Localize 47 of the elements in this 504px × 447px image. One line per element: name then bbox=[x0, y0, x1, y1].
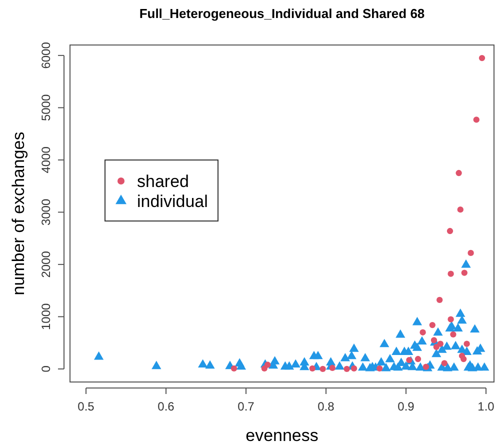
point bbox=[441, 360, 448, 366]
point bbox=[448, 270, 454, 277]
point bbox=[450, 331, 456, 338]
x-tick-label: 0.6 bbox=[158, 400, 175, 414]
y-tick-label: 2000 bbox=[39, 250, 53, 278]
y-tick-label: 6000 bbox=[39, 42, 53, 69]
point bbox=[329, 364, 336, 371]
y-tick-label: 0 bbox=[39, 365, 53, 372]
y-tick-label: 4000 bbox=[39, 146, 53, 174]
point bbox=[414, 356, 422, 362]
point bbox=[448, 316, 454, 322]
legend-label: shared bbox=[137, 172, 189, 191]
point bbox=[436, 296, 443, 304]
point bbox=[461, 270, 468, 276]
point bbox=[430, 337, 438, 344]
point bbox=[420, 329, 426, 336]
point bbox=[350, 365, 358, 372]
point bbox=[376, 365, 383, 372]
x-tick-label: 1.0 bbox=[478, 400, 495, 414]
point bbox=[320, 366, 326, 372]
legend-label: individual bbox=[137, 192, 208, 211]
point bbox=[457, 206, 464, 213]
point bbox=[458, 352, 466, 359]
y-axis-title: number of exchanges bbox=[9, 132, 28, 296]
x-tick-label: 0.5 bbox=[78, 400, 95, 414]
point bbox=[468, 250, 474, 256]
point bbox=[406, 356, 412, 364]
y-tick-label: 5000 bbox=[39, 94, 53, 122]
y-tick-label: 1000 bbox=[39, 303, 53, 330]
x-tick-label: 0.7 bbox=[238, 400, 255, 414]
point bbox=[446, 228, 454, 234]
x-tick-label: 0.9 bbox=[398, 400, 415, 414]
x-tick-label: 0.8 bbox=[318, 400, 335, 414]
point bbox=[230, 365, 238, 372]
point bbox=[456, 170, 462, 176]
point bbox=[344, 366, 350, 372]
point bbox=[429, 322, 436, 328]
y-tick-label: 3000 bbox=[39, 198, 53, 226]
point bbox=[433, 344, 440, 350]
chart-title: Full_Heterogeneous_Individual and Shared 68 bbox=[139, 6, 425, 21]
point bbox=[422, 364, 430, 370]
point bbox=[473, 116, 480, 123]
point bbox=[309, 365, 316, 372]
point bbox=[478, 54, 486, 62]
point bbox=[464, 340, 470, 347]
x-axis-title: evenness bbox=[246, 426, 318, 445]
point bbox=[264, 362, 271, 368]
